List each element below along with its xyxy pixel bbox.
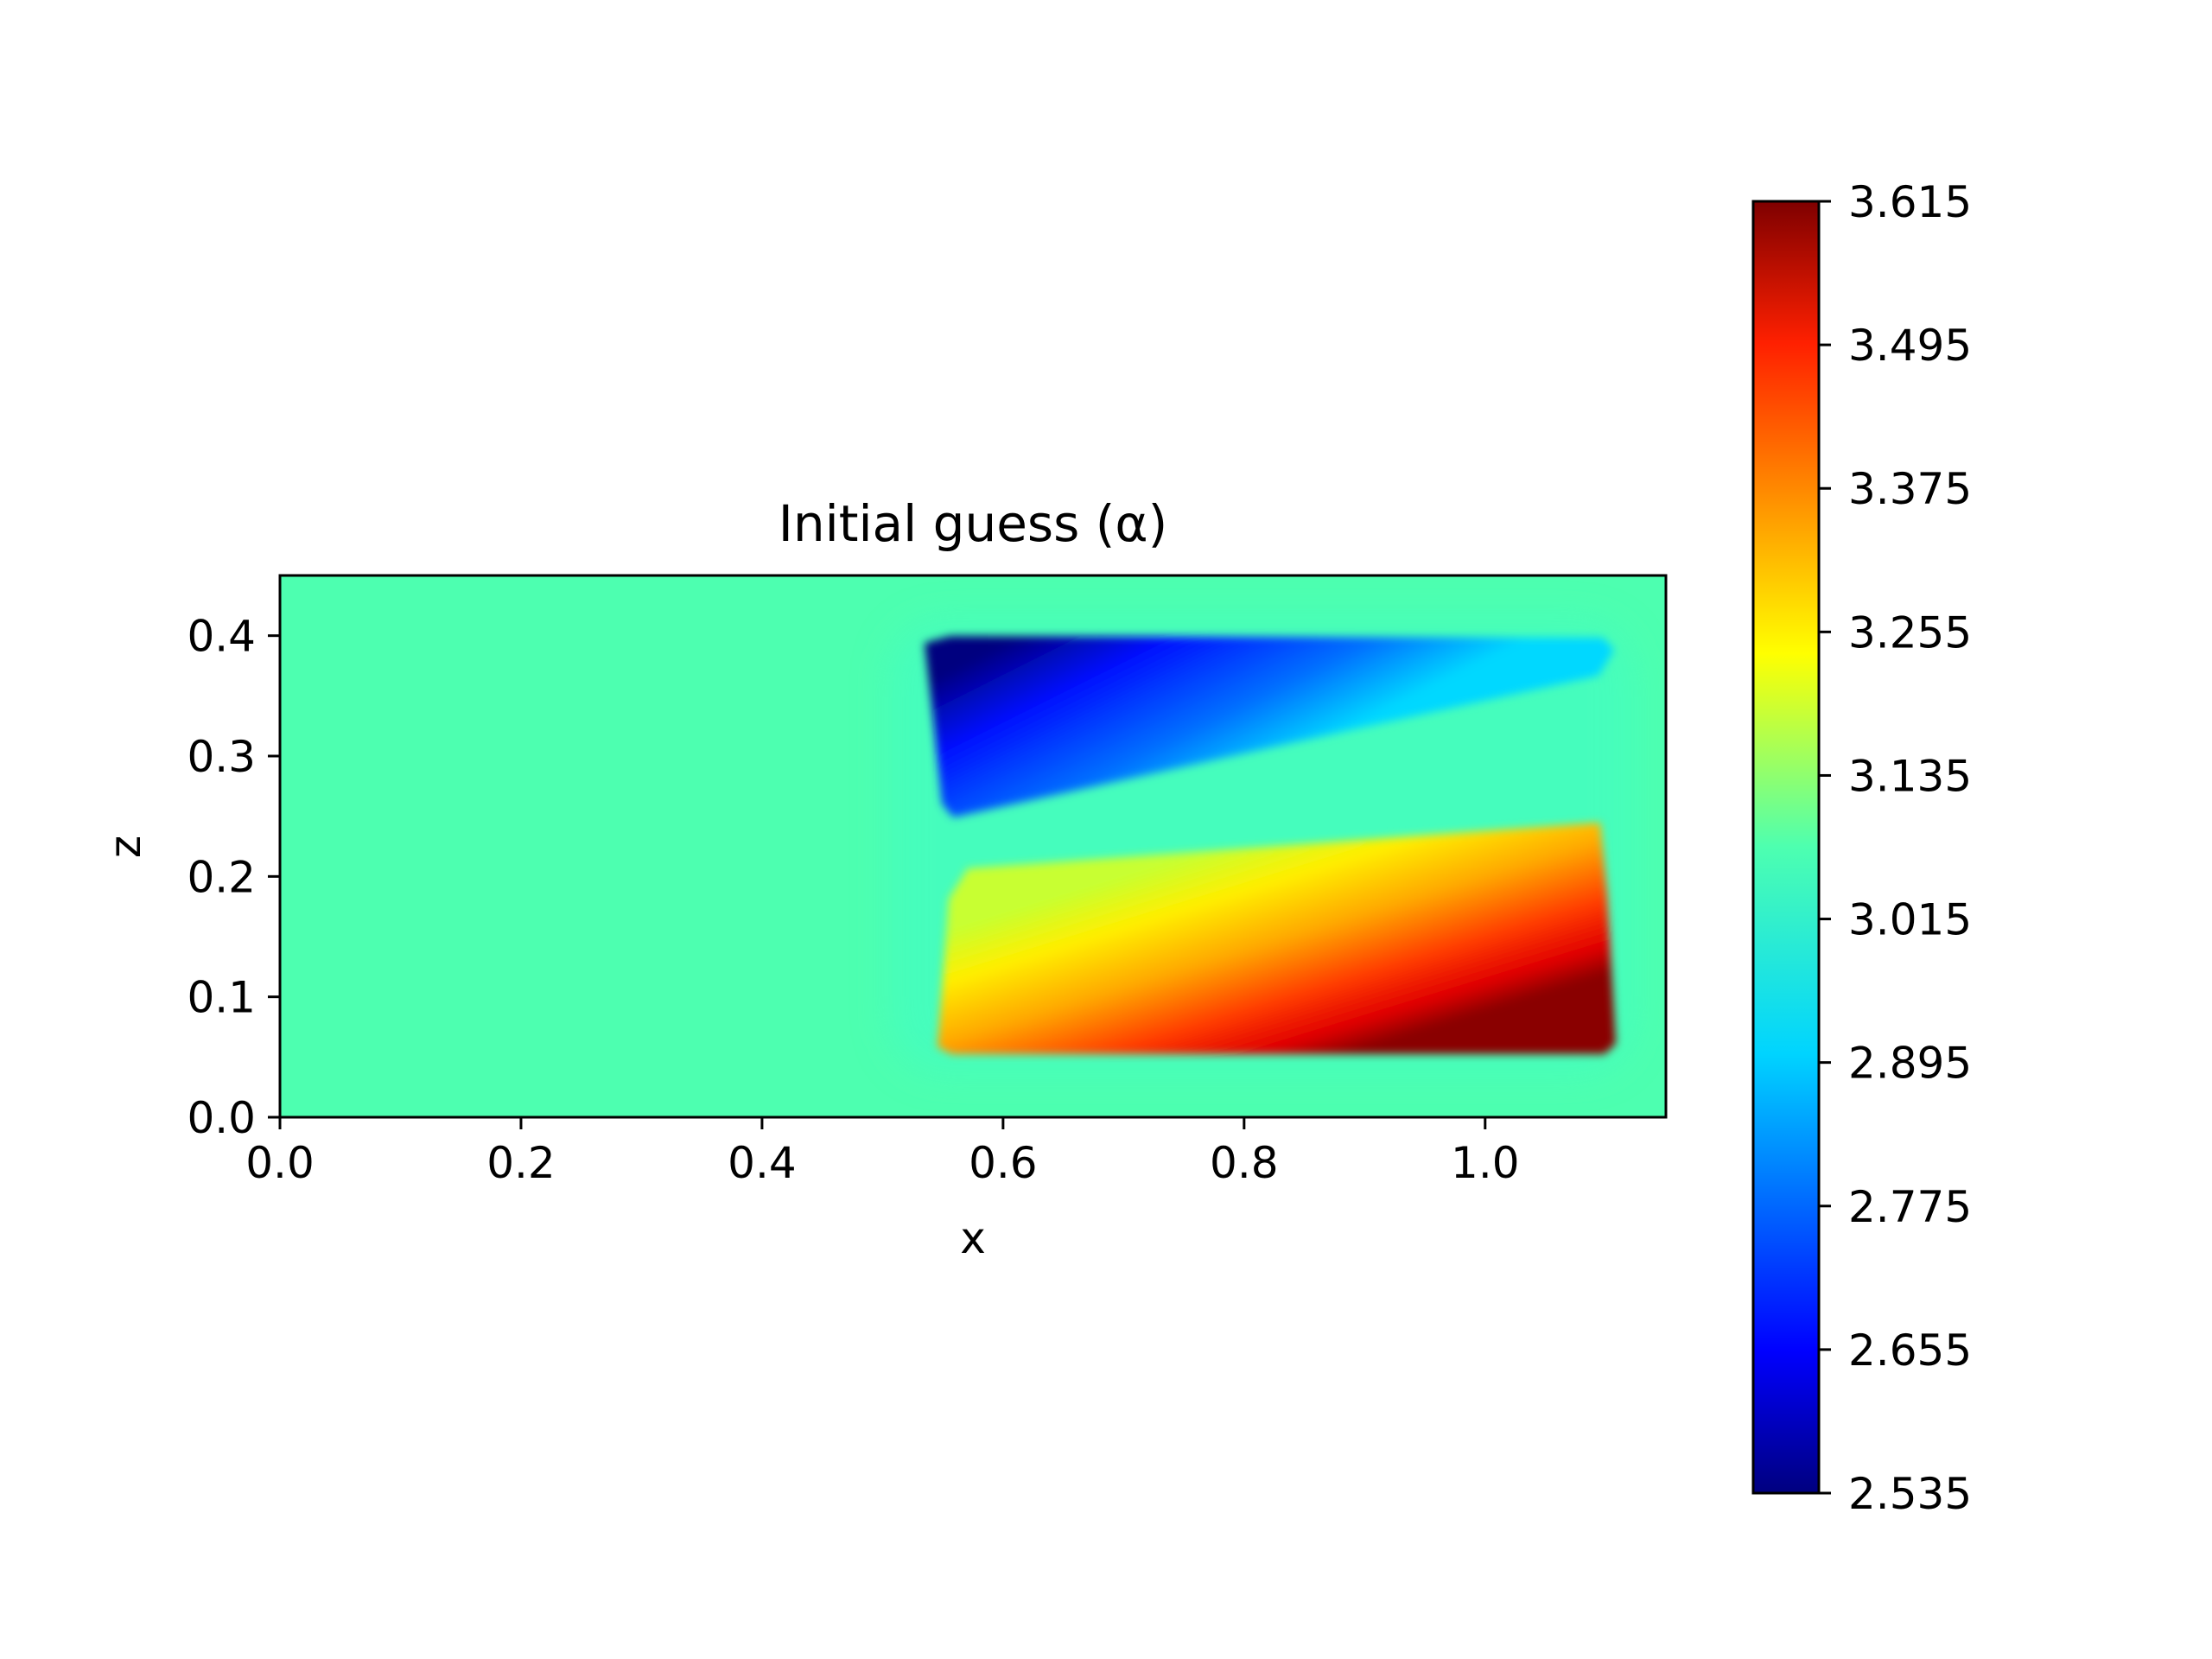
x-tick-label: 0.6	[969, 1138, 1038, 1188]
x-axis: 0.0 0.2 0.4 0.6 0.8 1.0	[245, 1117, 1520, 1188]
plot-frame	[278, 574, 1668, 1119]
x-tick-label: 0.4	[728, 1138, 797, 1188]
heatmap	[280, 575, 1666, 1117]
colorbar-tick-label: 3.015	[1848, 895, 1972, 945]
colorbar-tick-label: 3.615	[1848, 177, 1972, 227]
colorbar-tick-label: 2.775	[1848, 1182, 1972, 1232]
y-tick-label: 0.0	[187, 1093, 256, 1143]
colorbar: 2.535 2.655 2.775 2.895 3.015 3.135 3.255 3.375…	[1751, 177, 1972, 1519]
y-tick-label: 0.4	[187, 612, 256, 662]
y-tick-label: 0.3	[187, 732, 256, 782]
x-axis-label: x	[960, 1213, 986, 1263]
x-tick-label: 0.2	[486, 1138, 556, 1188]
chart-title: Initial guess (α)	[779, 494, 1168, 553]
colorbar-tick-label: 3.135	[1848, 751, 1972, 801]
heatmap-high-region	[938, 823, 1616, 1054]
x-tick-label: 0.8	[1210, 1138, 1279, 1188]
x-tick-label: 1.0	[1451, 1138, 1520, 1188]
y-tick-label: 0.1	[187, 973, 256, 1023]
x-tick-label: 0.0	[245, 1138, 315, 1188]
colorbar-tick-label: 3.255	[1848, 607, 1972, 658]
colorbar-tick-label: 2.535	[1848, 1469, 1972, 1519]
y-axis: 0.0 0.1 0.2 0.3 0.4	[187, 612, 280, 1143]
colorbar-tick-label: 3.495	[1848, 321, 1972, 371]
y-axis-label: z	[100, 836, 150, 858]
heatmap-low-region	[925, 636, 1614, 817]
colorbar-tick-label: 3.375	[1848, 464, 1972, 514]
colorbar-tick-label: 2.895	[1848, 1039, 1972, 1089]
colorbar-ticks: 2.535 2.655 2.775 2.895 3.015 3.135 3.255 3.375…	[1819, 177, 1972, 1519]
colorbar-gradient	[1751, 200, 1821, 1495]
colorbar-tick-label: 2.655	[1848, 1325, 1972, 1376]
y-tick-label: 0.2	[187, 852, 256, 902]
